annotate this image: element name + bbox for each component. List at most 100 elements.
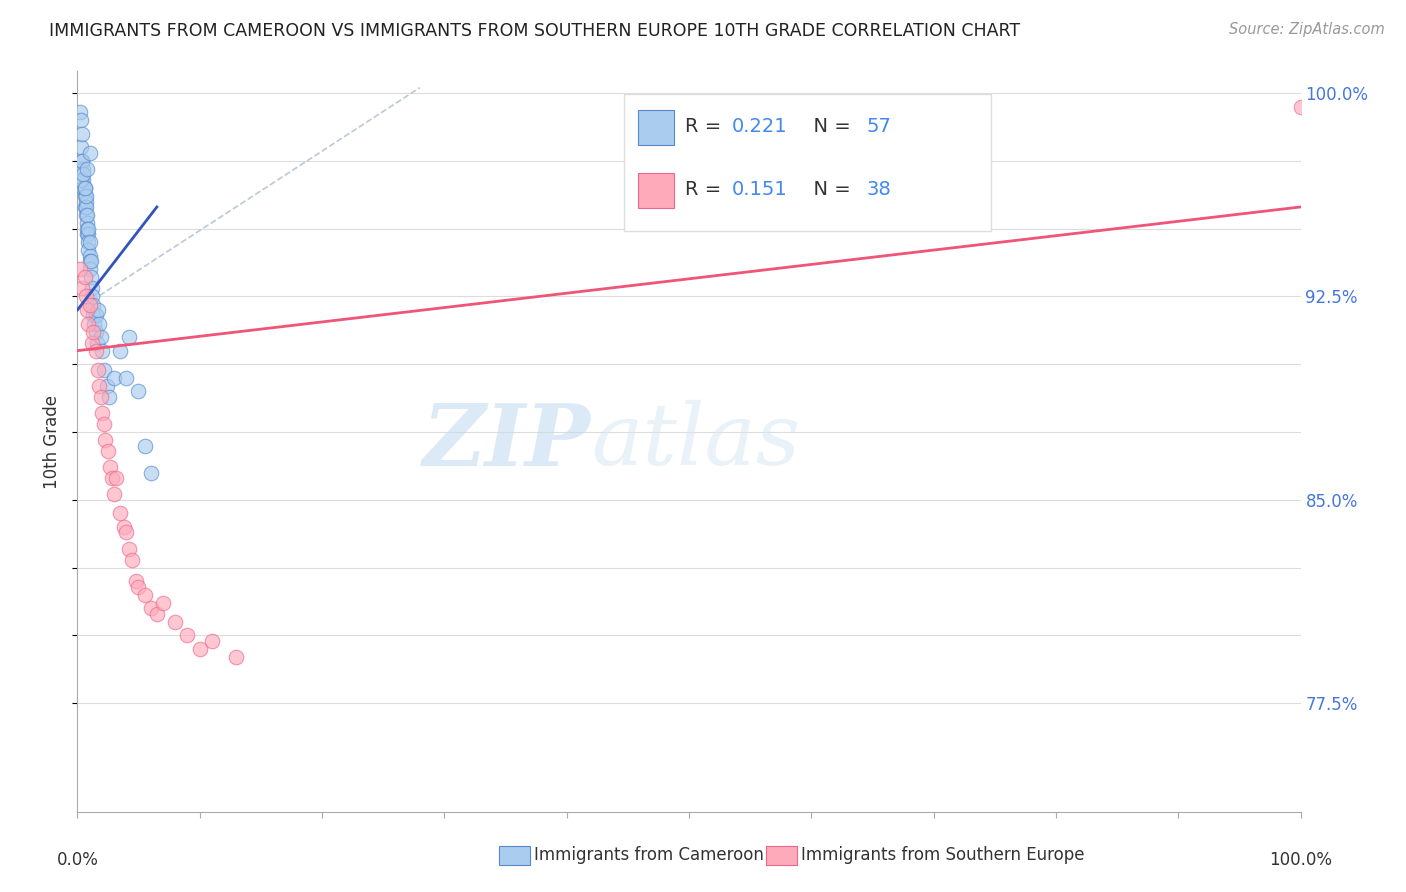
Point — [77, 244, 100, 258]
Point — [73, 200, 96, 214]
Point — [76, 221, 98, 235]
Point — [76, 227, 98, 241]
Point — [93, 417, 115, 431]
Point — [108, 343, 131, 358]
Text: Source: ZipAtlas.com: Source: ZipAtlas.com — [1229, 22, 1385, 37]
Text: R =: R = — [685, 118, 728, 136]
Point — [105, 471, 128, 485]
Point — [90, 390, 112, 404]
Point — [1289, 100, 1312, 114]
Point — [108, 507, 131, 521]
Point — [139, 601, 162, 615]
Point — [90, 330, 112, 344]
Point — [165, 615, 187, 629]
Point — [84, 325, 107, 339]
Point — [90, 406, 112, 420]
Point — [75, 194, 97, 209]
Point — [72, 168, 94, 182]
Point — [76, 208, 98, 222]
Point — [94, 433, 117, 447]
Point — [72, 173, 94, 187]
Point — [127, 580, 149, 594]
Point — [121, 552, 143, 566]
Point — [82, 297, 104, 311]
Point — [77, 227, 100, 241]
Point — [79, 297, 101, 311]
Point — [87, 362, 110, 376]
Text: 38: 38 — [866, 180, 891, 199]
Point — [82, 325, 104, 339]
Point — [73, 181, 96, 195]
Point — [127, 384, 149, 399]
Point — [152, 596, 174, 610]
Text: 100.0%: 100.0% — [1270, 851, 1331, 869]
Y-axis label: 10th Grade: 10th Grade — [42, 394, 60, 489]
Point — [75, 200, 97, 214]
Point — [72, 181, 94, 195]
Point — [115, 371, 138, 385]
FancyBboxPatch shape — [637, 110, 675, 145]
Point — [73, 270, 96, 285]
Point — [98, 460, 121, 475]
FancyBboxPatch shape — [624, 94, 991, 230]
Point — [79, 254, 101, 268]
Text: atlas: atlas — [591, 401, 800, 483]
Point — [70, 173, 93, 187]
Point — [70, 113, 93, 128]
Point — [112, 520, 135, 534]
Point — [134, 439, 156, 453]
Point — [76, 303, 98, 318]
Text: N =: N = — [801, 118, 858, 136]
Point — [70, 281, 93, 295]
Point — [75, 289, 97, 303]
Point — [79, 249, 101, 263]
Text: N =: N = — [801, 180, 858, 199]
Point — [80, 335, 103, 350]
FancyBboxPatch shape — [637, 173, 675, 209]
Point — [201, 633, 224, 648]
Point — [84, 309, 107, 323]
Text: ZIP: ZIP — [423, 400, 591, 483]
Point — [90, 343, 112, 358]
Point — [79, 262, 101, 277]
Point — [97, 444, 120, 458]
Point — [77, 221, 100, 235]
Text: Immigrants from Southern Europe: Immigrants from Southern Europe — [801, 847, 1085, 864]
Point — [103, 371, 125, 385]
Point — [118, 541, 141, 556]
Text: 0.221: 0.221 — [731, 118, 787, 136]
Point — [100, 471, 122, 485]
Text: R =: R = — [685, 180, 728, 199]
Point — [80, 289, 103, 303]
Point — [225, 650, 247, 665]
Point — [134, 588, 156, 602]
Point — [96, 379, 118, 393]
Point — [69, 262, 91, 277]
Point — [76, 161, 98, 176]
Point — [89, 317, 111, 331]
Point — [80, 254, 103, 268]
Point — [115, 525, 138, 540]
Point — [77, 317, 100, 331]
Point — [76, 216, 98, 230]
Point — [79, 235, 101, 250]
Point — [70, 153, 93, 168]
Point — [73, 181, 96, 195]
Point — [139, 466, 162, 480]
Point — [70, 140, 93, 154]
Point — [69, 105, 91, 120]
Point — [83, 317, 105, 331]
Point — [72, 161, 94, 176]
Point — [86, 335, 108, 350]
Point — [70, 127, 93, 141]
Text: 0.0%: 0.0% — [56, 851, 98, 869]
Point — [188, 642, 211, 657]
Point — [125, 574, 148, 589]
Point — [146, 607, 169, 621]
Point — [84, 343, 107, 358]
Point — [103, 487, 125, 501]
Point — [176, 628, 198, 642]
Point — [93, 362, 115, 376]
Point — [75, 208, 97, 222]
Point — [82, 309, 104, 323]
